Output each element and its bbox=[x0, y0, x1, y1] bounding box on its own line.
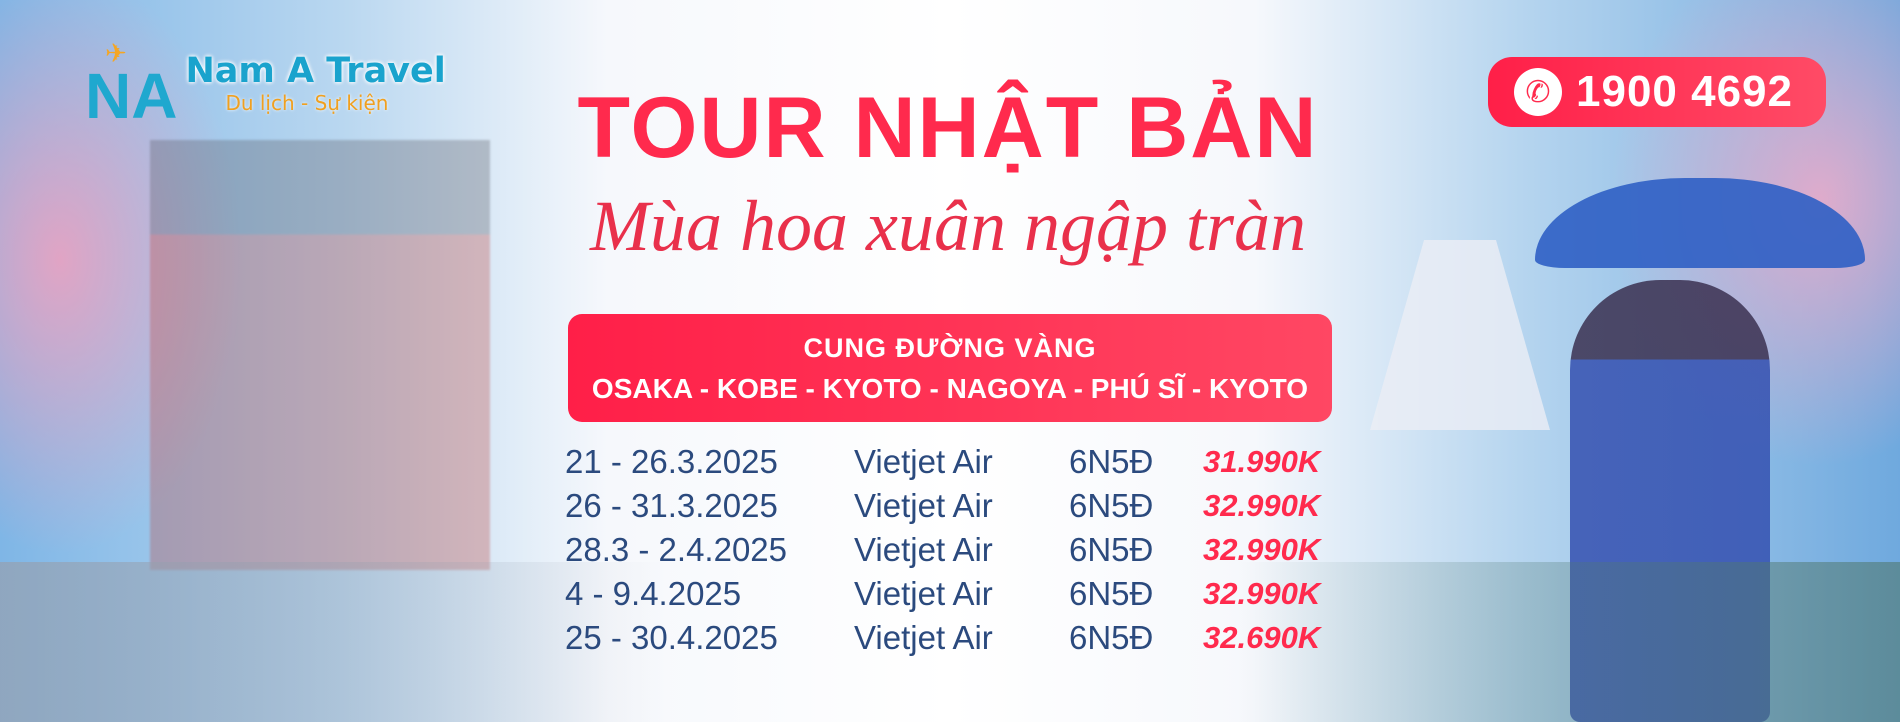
departure-duration: 6N5Đ bbox=[1069, 575, 1154, 612]
departure-dates: 28.3 - 2.4.2025 bbox=[565, 531, 788, 568]
brand-logo[interactable]: ✈ NA Nam A Travel Du lịch - Sự kiện bbox=[85, 40, 446, 128]
plane-icon: ✈ bbox=[105, 38, 127, 68]
departure-dates: 21 - 26.3.2025 bbox=[565, 443, 778, 480]
logo-letters: NA bbox=[85, 60, 178, 132]
ground-background bbox=[0, 562, 1900, 722]
page-title: TOUR NHẬT BẢN bbox=[577, 80, 1319, 176]
departure-dates: 25 - 30.4.2025 bbox=[565, 619, 778, 656]
departure-airline: Vietjet Air bbox=[854, 531, 993, 568]
departure-airline: Vietjet Air bbox=[854, 619, 993, 656]
departure-airline: Vietjet Air bbox=[854, 487, 993, 524]
departure-price: 32.990K bbox=[1203, 576, 1321, 611]
route-cities: OSAKA - KOBE - KYOTO - NAGOYA - PHÚ SĨ -… bbox=[591, 373, 1309, 404]
departure-row: 21 - 26.3.2025 Vietjet Air 6N5Đ 31.990K bbox=[565, 440, 1320, 484]
page-subtitle: Mùa hoa xuân ngập tràn bbox=[590, 186, 1306, 266]
departure-dates: 26 - 31.3.2025 bbox=[565, 487, 778, 524]
brand-name: Nam A Travel bbox=[185, 50, 446, 91]
departure-airline: Vietjet Air bbox=[854, 575, 993, 612]
departure-price: 32.990K bbox=[1203, 532, 1321, 567]
route-label: CUNG ĐƯỜNG VÀNG bbox=[803, 333, 1097, 363]
departure-row: 4 - 9.4.2025 Vietjet Air 6N5Đ 32.990K bbox=[565, 572, 1320, 616]
temple-background bbox=[150, 140, 490, 570]
brand-tagline: Du lịch - Sự kiện bbox=[225, 91, 389, 116]
departure-price: 31.990K bbox=[1203, 444, 1321, 479]
departure-duration: 6N5Đ bbox=[1069, 487, 1154, 524]
departure-list: 21 - 26.3.2025 Vietjet Air 6N5Đ 31.990K … bbox=[565, 440, 1320, 660]
hotline-button[interactable]: ✆ 1900 4692 bbox=[1488, 57, 1826, 127]
departure-row: 25 - 30.4.2025 Vietjet Air 6N5Đ 32.690K bbox=[565, 616, 1320, 660]
castle-background bbox=[1370, 240, 1550, 430]
umbrella-image bbox=[1535, 178, 1865, 268]
departure-price: 32.690K bbox=[1203, 620, 1321, 655]
departure-airline: Vietjet Air bbox=[854, 443, 993, 480]
hotline-number: 1900 4692 bbox=[1576, 67, 1793, 116]
departure-row: 26 - 31.3.2025 Vietjet Air 6N5Đ 32.990K bbox=[565, 484, 1320, 528]
departure-price: 32.990K bbox=[1203, 488, 1321, 523]
route-banner: CUNG ĐƯỜNG VÀNG OSAKA - KOBE - KYOTO - N… bbox=[568, 314, 1332, 422]
departure-duration: 6N5Đ bbox=[1069, 531, 1154, 568]
departure-duration: 6N5Đ bbox=[1069, 619, 1154, 656]
logo-mark: ✈ NA bbox=[85, 40, 177, 128]
phone-icon: ✆ bbox=[1514, 68, 1562, 116]
departure-row: 28.3 - 2.4.2025 Vietjet Air 6N5Đ 32.990K bbox=[565, 528, 1320, 572]
departure-duration: 6N5Đ bbox=[1069, 443, 1154, 480]
departure-dates: 4 - 9.4.2025 bbox=[565, 575, 742, 612]
